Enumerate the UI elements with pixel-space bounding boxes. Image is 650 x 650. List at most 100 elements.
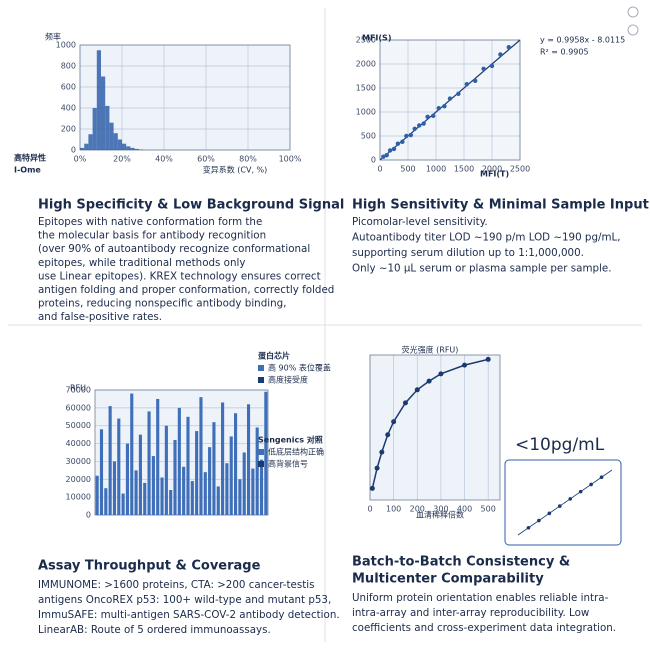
text: 高背景信号 <box>268 459 308 469</box>
y-tick-label: 50000 <box>66 421 91 430</box>
point <box>425 114 430 120</box>
bar <box>117 418 121 515</box>
bar <box>182 466 186 515</box>
point <box>421 121 426 126</box>
x-tick-label: 0 <box>367 505 372 514</box>
legend-swatch <box>258 377 264 383</box>
bar <box>80 147 85 150</box>
text: (over 90% of autoantibody recognize conf… <box>38 243 310 255</box>
text: 蛋白芯片 <box>258 351 290 361</box>
bar <box>246 404 251 515</box>
bar <box>88 134 93 150</box>
text: Assay Throughput & Coverage <box>38 559 261 574</box>
bar <box>156 398 160 515</box>
point <box>506 45 511 50</box>
bar <box>125 443 129 515</box>
x-tick-label: 60% <box>197 155 215 164</box>
y-tick-label: 1500 <box>356 84 376 93</box>
point <box>498 52 503 57</box>
bar <box>134 470 138 515</box>
bar <box>96 50 101 150</box>
bar <box>242 452 246 515</box>
text: <10pg/mL <box>515 435 605 455</box>
x-tick-label: 500 <box>481 505 496 514</box>
point <box>400 139 405 144</box>
text: MFI(T) <box>480 170 509 179</box>
text: I-Ome <box>14 166 41 175</box>
point <box>384 153 389 158</box>
point <box>426 378 432 384</box>
y-tick-label: 60000 <box>66 403 91 412</box>
x-tick-label: 100% <box>279 155 302 164</box>
y-tick-label: 40000 <box>66 439 91 448</box>
text: epitopes, while traditional methods only <box>38 257 245 269</box>
x-tick-label: 0 <box>377 165 382 174</box>
point <box>408 132 413 138</box>
bar <box>186 416 190 515</box>
text: High Specificity & Low Background Signal <box>38 198 344 213</box>
bar <box>264 391 268 515</box>
y-tick-label: 0 <box>86 511 91 520</box>
plot-bg <box>80 45 290 150</box>
y-tick-label: 10000 <box>66 493 91 502</box>
bar <box>134 148 139 150</box>
y-tick-label: 70000 <box>66 386 91 395</box>
text: y = 0.9958x - 8.0115 <box>540 36 625 45</box>
text: Only ~10 μL serum or plasma sample per s… <box>352 263 611 275</box>
y-tick-label: 0 <box>71 146 76 155</box>
text: coefficients and cross-experiment data i… <box>352 622 616 634</box>
bar <box>105 105 110 150</box>
bar <box>190 481 194 515</box>
point <box>379 449 385 455</box>
text: MFI(S) <box>362 34 391 43</box>
bar <box>95 475 99 515</box>
bar <box>138 149 143 150</box>
text: Uniform protein orientation enables reli… <box>352 592 609 604</box>
x-tick-label: 2000 <box>482 165 502 174</box>
point <box>485 356 491 362</box>
inset-point <box>589 482 593 487</box>
inset-point <box>547 511 552 516</box>
icon <box>627 6 639 18</box>
point <box>464 81 469 87</box>
text: 高特异性 <box>14 153 46 163</box>
point <box>481 66 486 72</box>
text: LinearAB: Route of 5 ordered immunoassay… <box>38 624 271 636</box>
y-tick-label: 200 <box>61 125 76 134</box>
bar <box>117 139 122 150</box>
x-tick-label: 0% <box>74 155 87 164</box>
bar <box>216 486 220 515</box>
text: 频率 <box>45 32 61 42</box>
text: supporting serum dilution up to 1:1,000,… <box>352 247 584 259</box>
bar <box>84 143 89 150</box>
text: Autoantibody titer LOD ~190 p/m LOD ~190… <box>352 232 621 244</box>
text: and false-positive rates. <box>38 311 162 323</box>
point <box>436 105 441 111</box>
bar <box>143 482 147 515</box>
text: the molecular basis for antibody recogni… <box>38 230 266 242</box>
bar <box>121 493 125 515</box>
bar <box>251 468 255 515</box>
text: Batch-to-Batch Consistency & <box>352 555 570 570</box>
point <box>374 465 380 471</box>
bar <box>238 479 242 515</box>
text: 高度接受度 <box>268 375 308 385</box>
text: 低底层结构正确 <box>268 447 324 457</box>
bar <box>99 429 104 515</box>
bar <box>147 411 151 515</box>
bar <box>130 393 134 515</box>
text: IMMUNOME: >1600 proteins, CTA: >200 canc… <box>38 579 315 591</box>
bar <box>92 108 97 150</box>
point <box>391 146 397 152</box>
point <box>385 432 391 438</box>
bar <box>173 440 177 515</box>
bar <box>225 463 229 515</box>
icon <box>627 24 639 36</box>
text: 高 90% 表位覆盖 <box>268 363 331 373</box>
x-tick-label: 200 <box>410 505 425 514</box>
point <box>438 371 444 377</box>
legend-swatch <box>258 461 264 467</box>
legend-swatch <box>258 449 264 455</box>
text: Multicenter Comparability <box>352 572 544 587</box>
